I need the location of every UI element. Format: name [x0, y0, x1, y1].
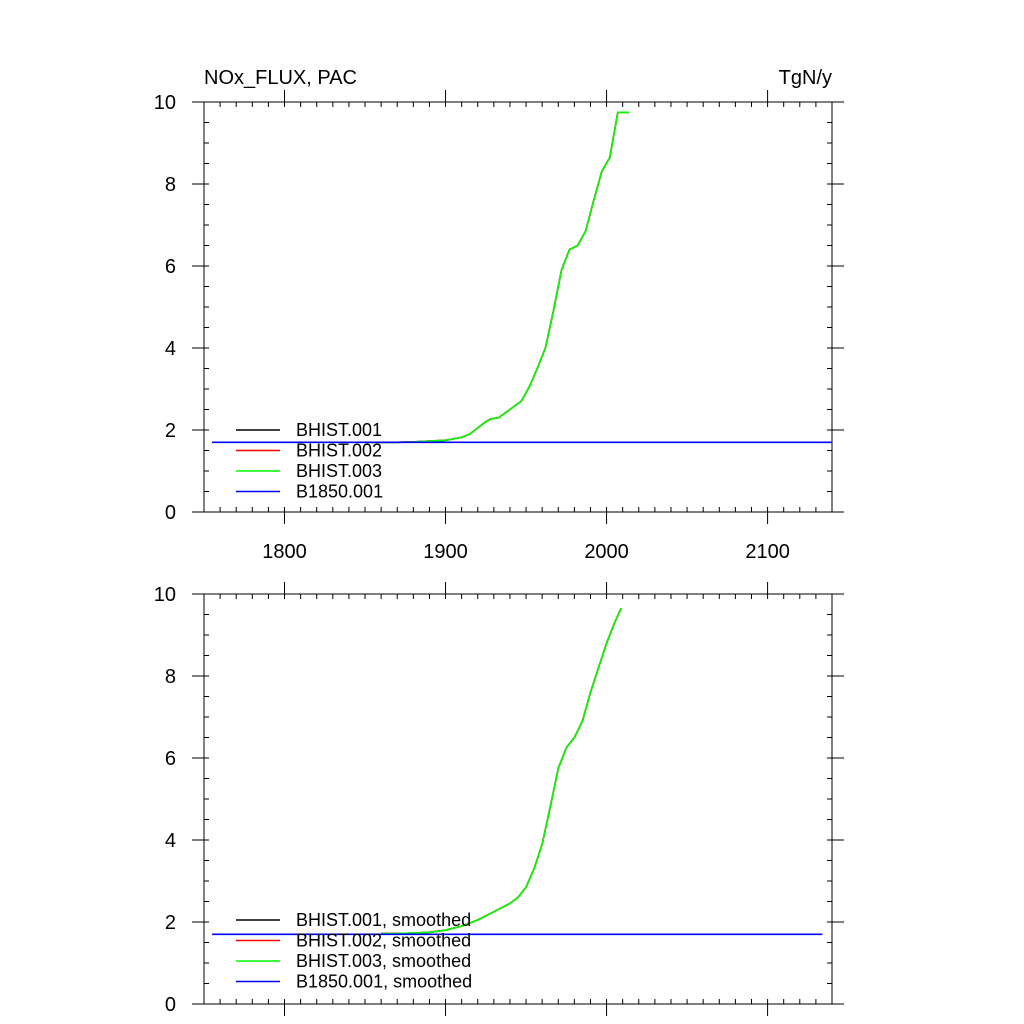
x-tick-label: 2000 — [584, 541, 629, 563]
series-line-bhist-001-smoothed — [381, 607, 622, 935]
y-tick-label: 6 — [165, 256, 176, 278]
x-tick-label: 1900 — [423, 541, 468, 563]
series-line-bhist-003-smoothed — [381, 607, 622, 935]
chart-panel-top: 1800 1900 2000 2100 0 2 4 6 8 10 NOx_FLUX, PAC TgN/… — [154, 67, 844, 563]
x-tick-label: 2100 — [745, 541, 790, 563]
legend-label: BHIST.001 — [296, 420, 382, 440]
y-tick-label: 10 — [154, 92, 176, 114]
legend-label: BHIST.002 — [296, 441, 382, 461]
y-tick-label: 2 — [165, 912, 176, 934]
legend-label: BHIST.003, smoothed — [296, 951, 471, 971]
y-tick-label: 8 — [165, 666, 176, 688]
series-line-bhist-003 — [365, 111, 630, 444]
legend-label: BHIST.003 — [296, 461, 382, 481]
legend-label: B1850.001 — [296, 482, 383, 502]
series-line-bhist-001 — [365, 111, 630, 444]
y-tick-label: 0 — [165, 994, 176, 1016]
legend-label: BHIST.001, smoothed — [296, 910, 471, 930]
y-tick-label: 4 — [165, 830, 176, 852]
legend-label: BHIST.002, smoothed — [296, 931, 471, 951]
units-label: TgN/y — [779, 67, 832, 89]
series-line-bhist-002-smoothed — [381, 607, 622, 935]
chart-title: NOx_FLUX, PAC — [204, 67, 357, 89]
x-tick-label: 1800 — [262, 541, 307, 563]
y-tick-label: 6 — [165, 748, 176, 770]
series-line-bhist-002 — [365, 111, 630, 444]
y-tick-label: 0 — [165, 502, 176, 524]
y-tick-label: 2 — [165, 420, 176, 442]
y-tick-label: 10 — [154, 584, 176, 606]
y-tick-label: 8 — [165, 174, 176, 196]
legend-label: B1850.001, smoothed — [296, 972, 472, 992]
y-tick-label: 4 — [165, 338, 176, 360]
